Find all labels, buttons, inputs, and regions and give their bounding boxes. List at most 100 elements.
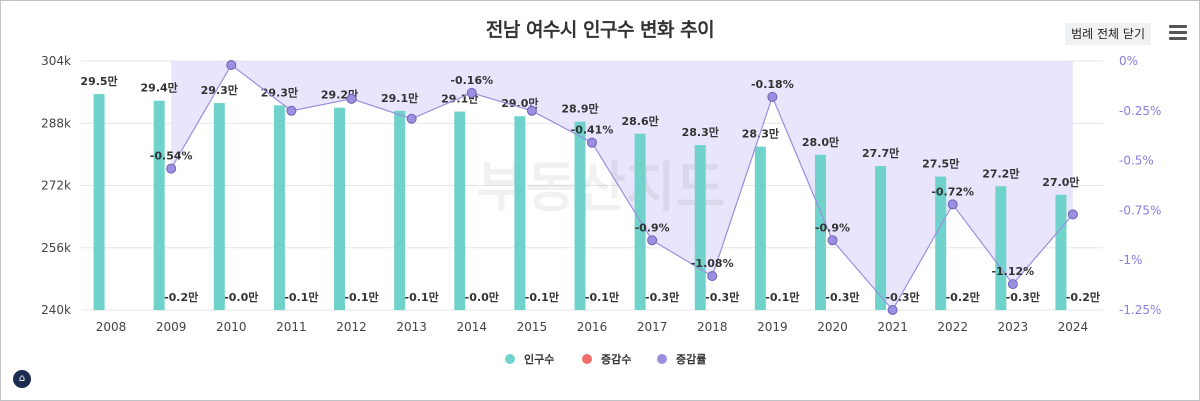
- change-data-label: -0.1만: [585, 290, 619, 304]
- x-tick-label: 2008: [96, 320, 127, 334]
- rate-point: [827, 235, 838, 246]
- x-tick-label: 2009: [156, 320, 187, 334]
- x-tick-label: 2023: [998, 320, 1029, 334]
- rate-area: [171, 61, 1073, 310]
- change-data-label: -0.2만: [946, 290, 980, 304]
- rate-point: [887, 305, 898, 315]
- x-tick-label: 2024: [1058, 320, 1089, 334]
- rate-point: [346, 93, 357, 104]
- change-data-label: -0.3만: [1006, 290, 1040, 304]
- population-data-label: 27.2만: [982, 166, 1019, 180]
- rate-data-label: -0.54%: [150, 150, 193, 163]
- y-left-tick-label: 272k: [41, 179, 71, 193]
- rate-data-label: -0.9%: [815, 221, 850, 234]
- rate-point: [166, 163, 177, 174]
- legend-swatch: [582, 354, 592, 364]
- change-data-label: -0.1만: [405, 290, 439, 304]
- population-data-label: 28.9만: [561, 102, 598, 116]
- x-tick-label: 2022: [937, 320, 968, 334]
- change-data-label: -0.1만: [344, 290, 378, 304]
- population-data-label: 28.0만: [802, 135, 839, 149]
- change-data-label: -0.3만: [645, 290, 679, 304]
- population-bar: [694, 145, 706, 310]
- legend-swatch: [657, 354, 667, 364]
- y-right-tick-label: -1.25%: [1119, 303, 1161, 317]
- change-data-label: -0.3만: [886, 290, 920, 304]
- x-tick-label: 2017: [637, 320, 668, 334]
- population-bar: [273, 105, 285, 311]
- change-data-label: -0.2만: [164, 290, 198, 304]
- y-right-tick-label: -1%: [1119, 253, 1142, 267]
- population-data-label: 29.5만: [80, 74, 117, 88]
- change-data-label: -0.0만: [465, 290, 499, 304]
- chart-title: 전남 여수시 인구수 변화 추이: [485, 19, 715, 41]
- change-data-label: -0.1만: [525, 290, 559, 304]
- x-tick-label: 2014: [456, 320, 487, 334]
- population-bar: [995, 186, 1007, 310]
- x-tick-label: 2010: [216, 320, 247, 334]
- y-right-tick-label: -0.25%: [1119, 104, 1161, 118]
- legend-toggle-button[interactable]: 범례 전체 닫기: [1065, 23, 1151, 45]
- rate-point: [1067, 209, 1078, 220]
- population-data-label: 29.3만: [261, 85, 298, 99]
- site-logo-icon: ⌂: [13, 370, 31, 388]
- y-right-tick-label: 0%: [1119, 54, 1138, 68]
- y-left-tick-label: 288k: [41, 116, 71, 130]
- rate-point: [406, 113, 417, 124]
- population-data-label: 27.0만: [1042, 175, 1079, 189]
- x-tick-label: 2018: [697, 320, 728, 334]
- population-bar: [1055, 194, 1067, 310]
- change-data-label: -0.1만: [284, 290, 318, 304]
- hamburger-menu-icon[interactable]: [1169, 25, 1187, 41]
- population-bar: [334, 107, 346, 310]
- rate-data-label: -0.41%: [571, 124, 614, 137]
- rate-point: [707, 271, 718, 282]
- x-tick-label: 2011: [276, 320, 307, 334]
- population-bar: [394, 110, 406, 310]
- rate-data-label: -0.18%: [751, 78, 794, 91]
- x-tick-label: 2021: [877, 320, 908, 334]
- rate-data-label: -1.08%: [691, 257, 734, 270]
- x-tick-label: 2020: [817, 320, 848, 334]
- change-data-label: -0.0만: [224, 290, 258, 304]
- population-bar: [454, 111, 466, 310]
- rate-point: [286, 105, 297, 116]
- x-tick-label: 2012: [336, 320, 367, 334]
- rate-point: [767, 91, 778, 102]
- change-data-label: -0.3만: [825, 290, 859, 304]
- population-data-label: 29.4만: [141, 81, 178, 95]
- watermark-text: 부동산지도: [477, 156, 725, 219]
- population-bar: [875, 166, 887, 310]
- y-left-tick-label: 304k: [41, 54, 71, 68]
- x-tick-label: 2015: [517, 320, 548, 334]
- rate-point: [1007, 279, 1018, 290]
- rate-point: [526, 105, 537, 116]
- change-data-label: -0.1만: [765, 290, 799, 304]
- rate-data-label: -0.72%: [931, 185, 974, 198]
- y-left-tick-label: 256k: [41, 241, 71, 255]
- legend-item-label: 인구수: [524, 352, 554, 366]
- population-data-label: 27.5만: [922, 157, 959, 171]
- change-data-label: -0.3만: [705, 290, 739, 304]
- population-data-label: 28.6만: [621, 114, 658, 128]
- population-bar: [514, 116, 526, 310]
- rate-line: [170, 64, 1074, 312]
- x-tick-label: 2013: [396, 320, 427, 334]
- y-right-tick-label: -0.75%: [1119, 203, 1161, 217]
- rate-point: [226, 59, 237, 70]
- y-left-tick-label: 240k: [41, 303, 71, 317]
- population-bar: [213, 103, 225, 310]
- population-bar: [574, 121, 586, 310]
- population-data-label: 29.1만: [381, 91, 418, 105]
- x-tick-label: 2016: [577, 320, 608, 334]
- population-bar: [814, 154, 826, 310]
- population-bar: [754, 146, 766, 310]
- rate-data-label: -0.9%: [635, 221, 670, 234]
- population-bar: [153, 100, 165, 310]
- population-bar: [93, 94, 105, 310]
- population-data-label: 27.7만: [862, 146, 899, 160]
- rate-point: [947, 199, 958, 210]
- population-data-label: 28.3만: [682, 125, 719, 139]
